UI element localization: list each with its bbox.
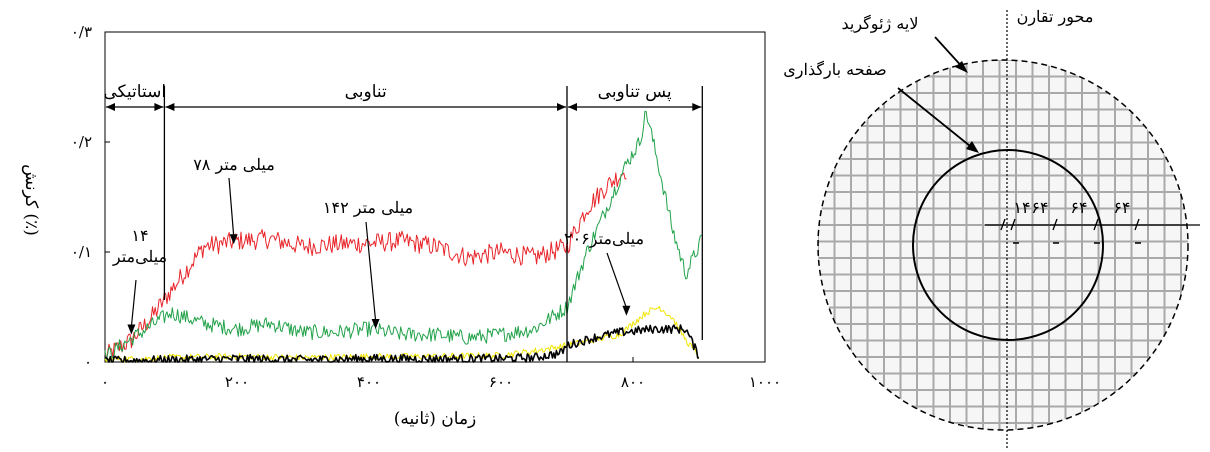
geogrid-layout-diagram: ۱۴ ۶۴ ۶۴ ۶۴ لایه ژئوگرید صفحه بارگذاری م… — [783, 7, 1200, 450]
gauge-marker — [1052, 218, 1058, 231]
series-line-4 — [104, 324, 700, 363]
spacing-label: ۶۴ — [1031, 198, 1048, 217]
strain-time-chart: استاتیکی تناوبی پس تناوبی ۱۴ میلی‌متر ۷۸ میل… — [21, 23, 781, 429]
gauge-markers — [1000, 218, 1140, 231]
series-layer — [104, 110, 702, 363]
series-annotation-label: میلی‌متر — [112, 247, 167, 266]
geogrid-mesh — [818, 60, 1188, 430]
phase-label: تناوبی — [345, 82, 387, 102]
x-tick-label: ۱۰۰۰ — [749, 373, 781, 391]
series-annotation-label: ۱۴ — [131, 226, 148, 245]
phase-arrowhead — [106, 103, 115, 111]
phase-layer: استاتیکی تناوبی پس تناوبی — [103, 82, 703, 362]
gauge-marker — [1000, 218, 1006, 231]
annotation-arrowhead — [371, 319, 380, 329]
geogrid-layer-label: لایه ژئوگرید — [842, 14, 919, 33]
series-line-2 — [104, 110, 702, 363]
x-tick-label: ۸۰۰ — [621, 373, 645, 391]
series-annotation-label: ۷۸ میلی متر — [193, 155, 275, 174]
x-tick-layer: ۰ ۲۰۰ ۴۰۰ ۶۰۰ ۸۰۰ ۱۰۰۰ — [101, 357, 781, 391]
geogrid-layer-arrowhead — [955, 61, 968, 73]
geogrid-fill — [818, 60, 1188, 430]
phase-arrowhead — [165, 103, 175, 111]
phase-label: استاتیکی — [103, 82, 166, 102]
annotation-layer: ۱۴ میلی‌متر ۷۸ میلی متر ۱۴۲ میلی متر ۲۰۶میلی… — [112, 155, 644, 335]
phase-arrowhead — [692, 103, 702, 111]
annotation-arrow — [365, 221, 377, 322]
loading-plate-circle — [912, 149, 1104, 341]
gauge-marker — [1093, 218, 1099, 231]
spacing-label: ۶۴ — [1113, 198, 1130, 217]
series-annotation-label: ۱۴۲ میلی متر — [323, 198, 413, 217]
spacing-label: ۱۴ — [1013, 198, 1030, 217]
annotation-arrow — [130, 279, 137, 327]
series-line-3 — [104, 306, 700, 363]
annotation-arrowhead — [622, 305, 631, 316]
x-axis-title: زمان (ثانیه) — [394, 409, 477, 429]
series-annotation-label: ۲۰۶میلی‌متر — [564, 229, 644, 248]
y-axis-title: کرنش (٪) — [21, 164, 41, 236]
y-tick-label: ۰/۱ — [71, 243, 92, 261]
loading-plate-arrowhead — [966, 141, 979, 153]
phase-arrowhead — [557, 103, 566, 111]
x-tick-label: ۰ — [101, 373, 109, 391]
x-tick-label: ۶۰۰ — [489, 373, 513, 391]
phase-arrowhead — [568, 103, 577, 111]
x-tick-label: ۲۰۰ — [225, 373, 249, 391]
y-tick-label: ۰ — [84, 353, 92, 371]
phase-arrowhead — [154, 103, 164, 111]
x-tick-label: ۴۰۰ — [357, 373, 381, 391]
y-tick-label: ۰/۳ — [71, 23, 92, 41]
loading-plate-label: صفحه بارگذاری — [783, 60, 886, 79]
symmetry-axis-label: محور تقارن — [1017, 7, 1094, 26]
annotation-arrowhead — [127, 324, 136, 335]
phase-label: پس تناوبی — [598, 82, 672, 102]
loading-plate-arrow — [897, 87, 976, 151]
annotation-arrow — [228, 177, 235, 237]
gauge-marker — [1010, 218, 1016, 231]
geogrid-outer-boundary — [817, 59, 1189, 431]
gauge-marker — [1134, 218, 1140, 231]
series-line-1 — [104, 172, 627, 360]
annotation-arrowhead — [229, 234, 238, 245]
annotation-arrow — [606, 252, 627, 309]
y-tick-label: ۰/۲ — [71, 133, 92, 151]
y-tick-layer: ۰ ۰/۱ ۰/۲ ۰/۳ — [71, 23, 110, 371]
spacing-label: ۶۴ — [1070, 198, 1087, 217]
